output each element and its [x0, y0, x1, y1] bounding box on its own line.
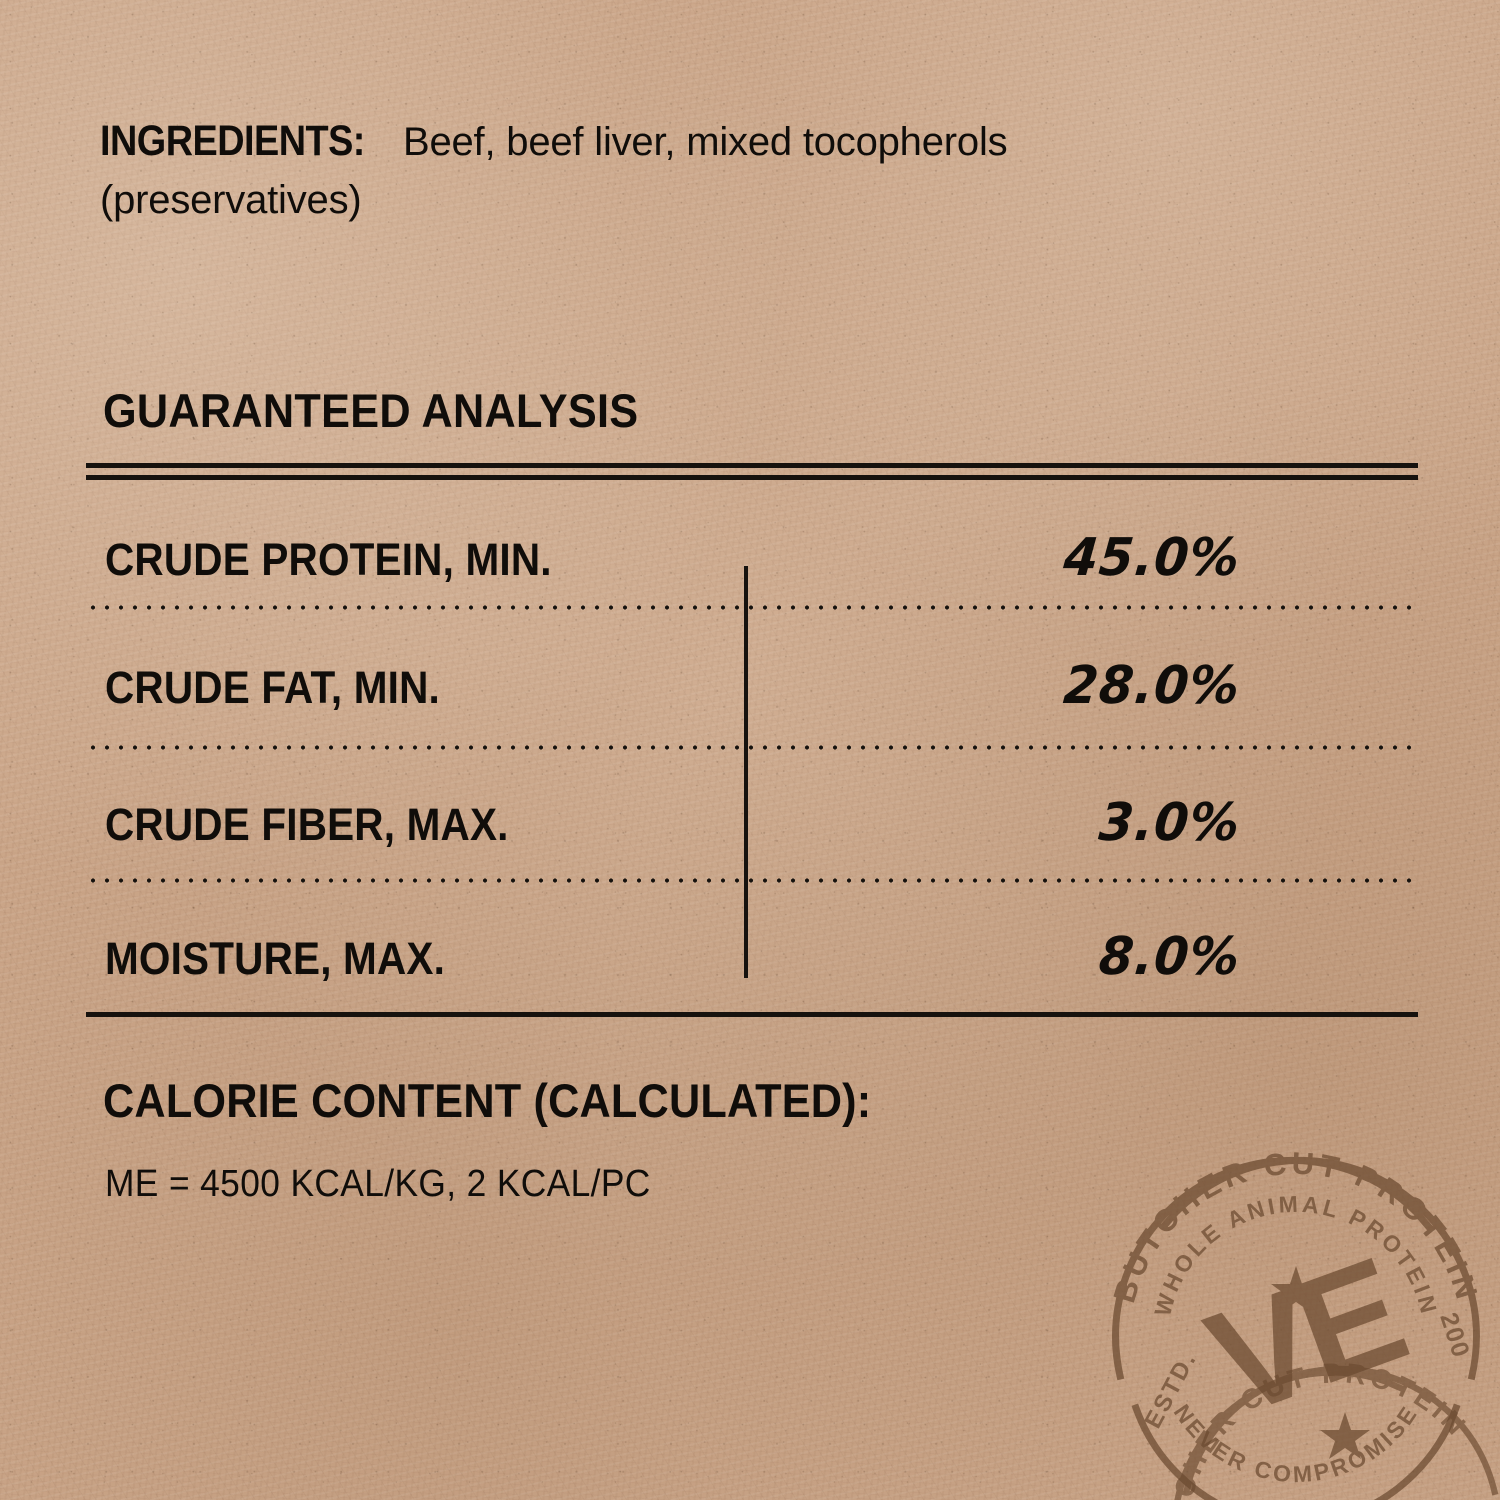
row-separator-dotted	[86, 878, 1418, 883]
row-separator-dotted	[86, 745, 1418, 750]
row-value-crude-fat: 28.0%	[1061, 656, 1243, 716]
calorie-content-heading: CALORIE CONTENT (CALCULATED):	[103, 1074, 872, 1127]
stamp-outer-frame-secondary	[1171, 1365, 1499, 1500]
guaranteed-analysis-top-double-rule	[86, 463, 1418, 480]
butcher-cut-protein-stamp: BUTCHER CUT PROTEIN WHOLE ANIMAL PROTEIN…	[1096, 1140, 1496, 1500]
stamp-outer-frame	[1112, 1156, 1480, 1500]
row-value-crude-protein: 45.0%	[1061, 528, 1243, 588]
row-separator-dotted	[86, 605, 1418, 610]
table-row: MOISTURE, MAX. 8.0%	[0, 905, 1500, 1041]
table-column-divider	[744, 566, 748, 978]
guaranteed-analysis-heading: GUARANTEED ANALYSIS	[103, 384, 639, 437]
table-row: CRUDE PROTEIN, MIN. 45.0%	[0, 506, 1500, 642]
ingredients-second-line: (preservatives)	[100, 171, 1300, 229]
row-label-moisture: MOISTURE, MAX.	[105, 933, 446, 984]
ingredients-first-line: INGREDIENTS: Beef, beef liver, mixed toco…	[100, 112, 1300, 171]
ingredients-body-line-2: (preservatives)	[100, 178, 362, 222]
table-row: CRUDE FIBER, MAX. 3.0%	[0, 771, 1500, 907]
row-label-crude-fat: CRUDE FAT, MIN.	[105, 662, 440, 713]
row-value-moisture: 8.0%	[1096, 927, 1243, 987]
stamp-star-icon	[1271, 1266, 1321, 1313]
row-label-crude-protein: CRUDE PROTEIN, MIN.	[105, 534, 552, 585]
ingredients-body-line-1: Beef, beef liver, mixed tocopherols	[402, 120, 1008, 164]
row-value-crude-fiber: 3.0%	[1096, 793, 1243, 853]
ingredients-block: INGREDIENTS: Beef, beef liver, mixed toco…	[100, 112, 1300, 229]
calorie-content-value: ME = 4500 KCAL/KG, 2 KCAL/PC	[105, 1163, 651, 1205]
ingredients-heading: INGREDIENTS:	[100, 117, 365, 165]
table-row: CRUDE FAT, MIN. 28.0%	[0, 634, 1500, 770]
stamp-star-icon	[1320, 1412, 1370, 1459]
stamp-graphic: BUTCHER CUT PROTEIN WHOLE ANIMAL PROTEIN…	[1106, 1146, 1481, 1500]
guaranteed-analysis-bottom-rule	[86, 1012, 1418, 1017]
row-label-crude-fiber: CRUDE FIBER, MAX.	[105, 799, 509, 850]
